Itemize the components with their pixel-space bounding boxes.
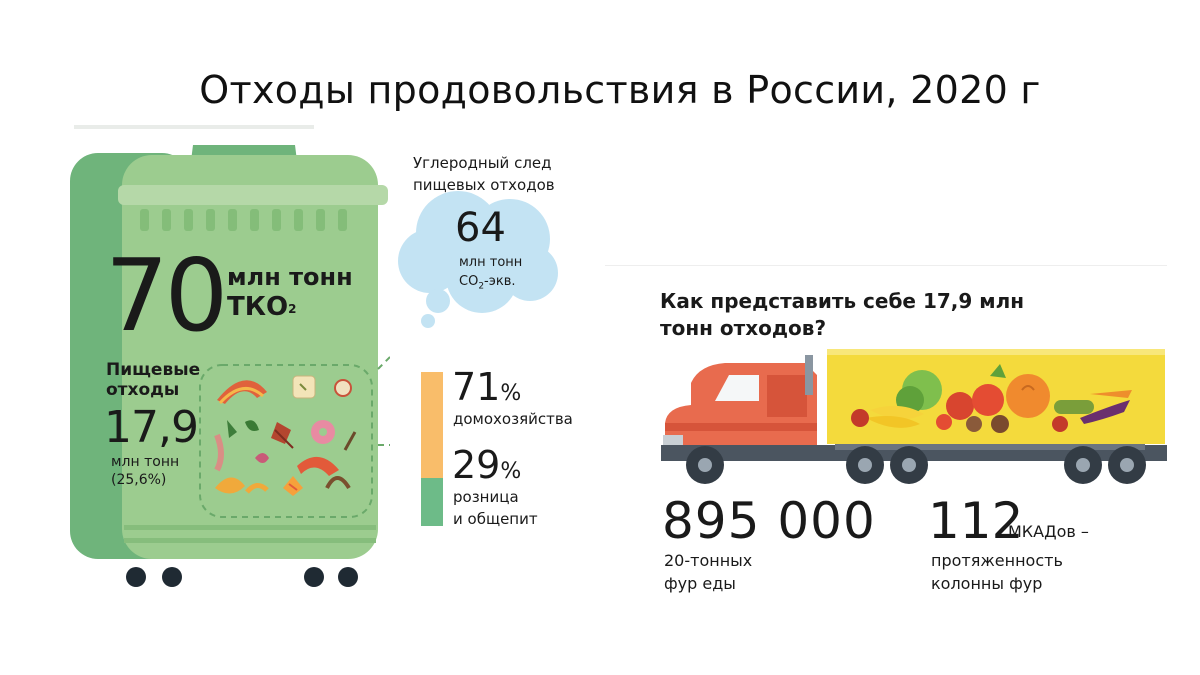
co2-label: CO2-экв. <box>459 274 516 292</box>
trucks-label-1: 20-тонных <box>664 551 753 570</box>
households-bar <box>421 372 443 478</box>
cloud-icon <box>398 191 558 328</box>
carbon-value: 64 <box>455 205 506 251</box>
total-waste-label: ТКО2 <box>227 292 297 322</box>
mkad-label-1: протяженность <box>931 551 1063 570</box>
mkad-unit: МКАДов – <box>1008 522 1089 541</box>
vegetables-icon <box>851 364 1132 433</box>
carbon-unit: млн тонн <box>459 255 523 270</box>
truck-question-1: Как представить себе 17,9 млн <box>660 289 1025 313</box>
retail-bar <box>421 478 443 526</box>
page-title: Отходы продовольствия в России, 2020 г <box>199 68 1041 112</box>
retail-label-2: и общепит <box>453 510 538 528</box>
carbon-caption: Углеродный след пищевых отходов <box>413 154 555 194</box>
food-waste-label: Пищевые отходы <box>106 360 201 400</box>
households-percent: 71% <box>452 365 522 409</box>
truck-question-2: тонн отходов? <box>660 316 827 340</box>
mkad-label-2: колонны фур <box>931 574 1043 593</box>
food-waste-value: 17,9 <box>104 402 199 453</box>
trucks-value: 895 000 <box>662 492 876 550</box>
retail-percent: 29% <box>452 443 522 487</box>
food-waste-share: (25,6%) <box>111 472 167 488</box>
food-waste-unit: млн тонн <box>111 454 180 470</box>
footnote-mark: 2 <box>288 302 297 316</box>
retail-label-1: розница <box>453 488 519 506</box>
food-scraps-icon <box>214 375 357 496</box>
households-label: домохозяйства <box>453 410 573 428</box>
truck-panel <box>605 265 1167 606</box>
total-waste-unit: млн тонн <box>227 263 353 291</box>
trucks-label-2: фур еды <box>664 574 736 593</box>
total-waste-value: 70 <box>105 237 228 354</box>
mkad-value: 112 <box>928 492 1024 550</box>
